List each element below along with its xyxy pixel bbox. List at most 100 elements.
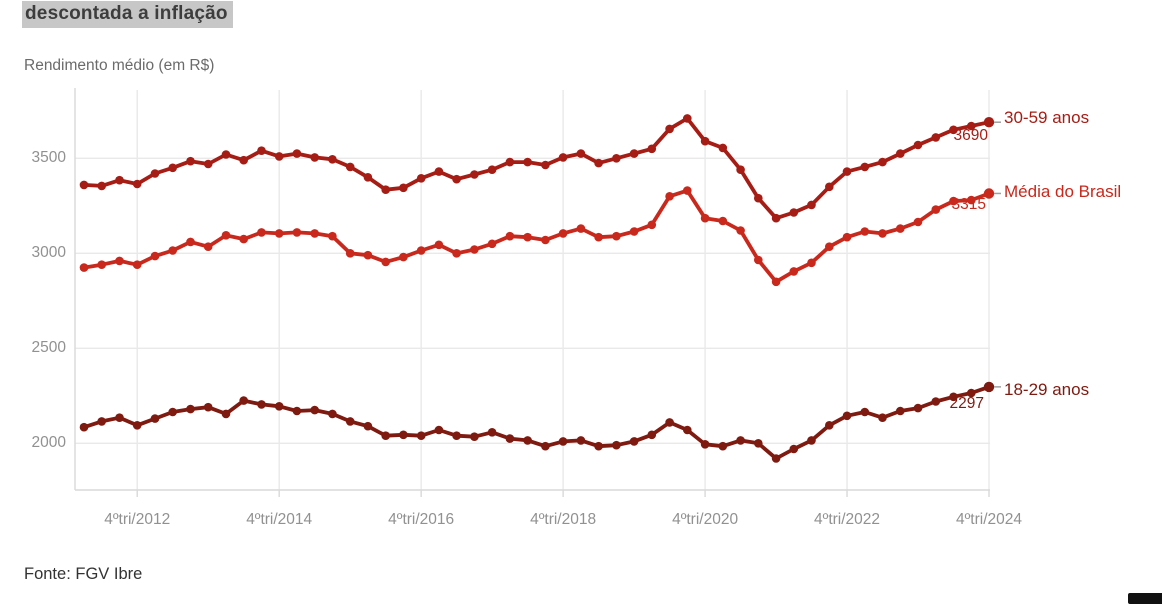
data-point [718,216,728,226]
data-point [292,228,302,237]
series-label-media-brasil: Média do Brasil [1004,182,1122,201]
data-point [789,444,799,454]
data-point [310,229,320,238]
data-point [168,246,177,255]
data-point [505,157,515,167]
data-point [896,406,905,416]
data-point [913,140,923,150]
end-value-30-59: 3690 [953,127,988,144]
data-point [665,192,674,201]
data-point [789,208,799,217]
data-point [594,232,603,242]
data-point [221,150,231,159]
data-point [416,174,426,183]
data-point [328,409,337,419]
data-point [949,392,958,402]
data-point [239,155,248,165]
data-point [541,160,550,170]
data-point [576,224,586,233]
data-point [79,422,89,432]
data-point [239,396,248,405]
data-point [736,436,745,445]
data-point [505,231,515,241]
data-point [931,133,941,142]
data-point [931,205,941,214]
y-axis-tick-label: 2500 [31,339,66,357]
data-point [860,227,870,236]
data-point [239,234,248,244]
data-point [132,260,142,270]
data-point [434,425,444,435]
x-axis-tick-label: 4ºtri/2024 [956,511,1022,528]
data-point [274,229,284,238]
data-point [629,227,639,236]
data-point [150,414,160,423]
data-point [97,417,106,426]
data-point [168,407,177,417]
data-point [257,146,266,155]
data-point [186,156,195,166]
data-point [683,425,692,435]
data-point [718,143,728,153]
data-point [807,200,816,210]
data-point [754,193,763,203]
data-point [79,263,89,272]
data-point [221,409,231,419]
data-point [825,421,834,430]
data-point [97,260,106,270]
data-point [470,432,479,442]
data-point [913,403,923,413]
data-point [328,231,337,241]
data-point [594,441,603,451]
page-title: descontada a inflação [22,1,233,28]
x-axis-tick-label: 4ºtri/2016 [388,511,455,528]
x-axis-tick-label: 4ºtri/2018 [530,511,597,528]
data-point [754,439,763,448]
series-label-18-29: 18-29 anos [1004,380,1090,399]
data-point [115,413,124,423]
data-point [896,149,905,158]
data-point [647,220,657,230]
data-point [203,159,213,169]
data-point [878,229,887,238]
data-point [132,421,142,430]
data-point [363,421,373,431]
data-point [523,157,532,167]
data-point [115,175,124,185]
source-credit: Fonte: FGV Ibre [24,565,143,583]
data-point [541,441,550,451]
chart-subtitle: Rendimento médio (em R$) [24,57,215,74]
data-point [79,180,89,190]
data-point [825,242,834,251]
data-point [983,188,995,199]
data-point [983,117,995,128]
series-label-30-59: 30-59 anos [1004,108,1090,127]
data-point [310,153,320,162]
series-line-18-29-anos [83,385,990,461]
data-point [292,149,302,158]
data-point [416,246,426,255]
end-value-media-brasil: 3315 [951,196,986,213]
data-point [221,231,231,240]
data-point [700,213,710,223]
data-point [629,149,639,158]
data-point [168,163,177,173]
data-point [487,165,497,174]
data-point [700,136,710,146]
data-point [807,258,816,268]
data-point [612,440,621,450]
y-axis-tick-label: 3500 [31,149,66,167]
end-value-18-29: 2297 [949,395,984,412]
data-point [683,186,692,195]
data-point [736,226,745,235]
data-point [345,162,355,172]
data-point [736,165,745,174]
data-point [345,249,355,258]
data-point [274,402,284,411]
data-point [665,124,674,134]
data-point [576,149,586,158]
data-point [558,437,568,446]
